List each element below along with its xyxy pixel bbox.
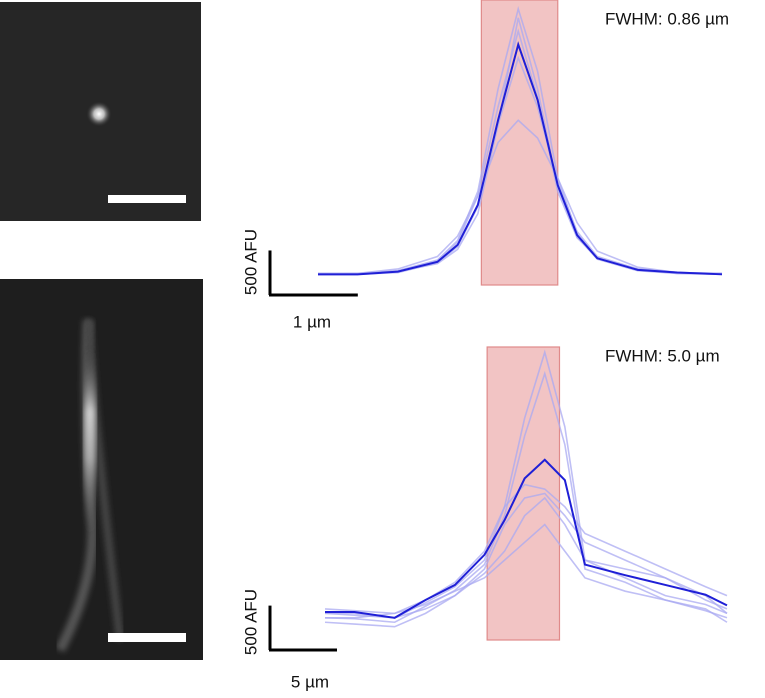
image-psf-xy	[0, 2, 201, 221]
trace	[324, 370, 728, 624]
mean-trace	[318, 41, 723, 276]
fwhm-annotation: FWHM: 0.86 µm	[605, 9, 729, 28]
trace	[324, 492, 728, 628]
scalebar-x-label: 5 µm	[291, 672, 329, 691]
image-psf-xz	[0, 279, 203, 660]
trace	[325, 523, 728, 623]
trace	[324, 483, 728, 615]
scalebar-y-label: 500 AFU	[241, 589, 260, 655]
trace	[318, 119, 723, 275]
scalebar-y-label: 500 AFU	[241, 229, 260, 295]
scalebar-x-label: 1 µm	[293, 312, 331, 331]
fwhm-annotation: FWHM: 5.0 µm	[605, 346, 720, 365]
fwhm-region	[486, 346, 561, 641]
mean-trace	[325, 458, 728, 619]
trace	[325, 496, 728, 619]
